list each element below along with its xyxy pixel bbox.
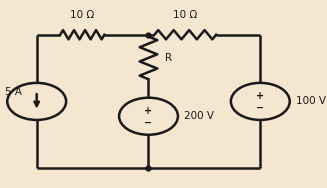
Text: 200 V: 200 V (184, 111, 214, 121)
Text: 5 A: 5 A (5, 87, 22, 97)
Text: 100 V: 100 V (296, 96, 326, 106)
Text: +: + (256, 91, 264, 101)
Text: R: R (165, 53, 172, 63)
Text: −: − (145, 118, 153, 128)
Text: 10 Ω: 10 Ω (173, 10, 198, 20)
Text: +: + (145, 106, 153, 116)
Text: −: − (256, 103, 264, 113)
Text: 10 Ω: 10 Ω (70, 10, 95, 20)
